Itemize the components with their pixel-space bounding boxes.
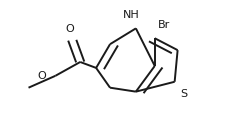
Text: O: O xyxy=(66,24,74,34)
Text: NH: NH xyxy=(123,10,140,20)
Text: Br: Br xyxy=(158,20,170,30)
Text: O: O xyxy=(37,71,46,81)
Text: S: S xyxy=(180,89,187,99)
